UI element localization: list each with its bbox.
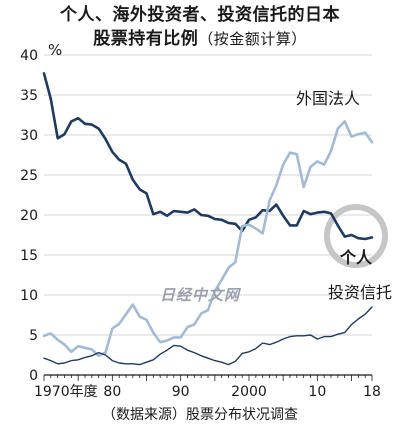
chart-title-main: 股票持有比例 [93,29,199,49]
x-tick-label: 90 [172,384,190,400]
y-tick-label: 0 [29,368,38,384]
series-line-3 [43,306,373,366]
data-source-note: （数据来源）股票分布状况调查 [102,407,298,423]
y-tick-label: 10 [20,288,38,304]
y-tick-label: 20 [20,208,38,224]
y-tick-label: 25 [20,168,38,184]
chart-title-line2: 股票持有比例（按金额计算） [0,28,400,50]
highlight-circle [324,204,388,268]
x-tick-label: 10 [308,384,326,400]
chart-title-note: （按金额计算） [198,30,307,48]
y-tick-label: 5 [29,328,38,344]
series-label: 外国法人 [296,89,360,108]
series-line-2 [42,120,374,358]
series-label: 投资信托 [328,283,392,302]
watermark: 日经中文网 [160,286,241,304]
series-label: 个人 [339,248,373,267]
x-tick-label: 1970年度 [34,384,98,400]
series-line-1 [42,72,374,241]
y-tick-label: 30 [20,128,38,144]
y-tick-label: 40 [20,48,38,64]
y-tick-label: 35 [20,88,38,104]
chart-title-line1: 个人、海外投资者、投资信托的日本 [60,5,340,25]
x-tick-label: 2000 [231,384,267,400]
y-tick-label: 15 [20,248,38,264]
x-tick-label: 80 [103,384,121,400]
y-axis-unit: % [48,41,62,59]
x-tick-label: 18 [363,384,381,400]
